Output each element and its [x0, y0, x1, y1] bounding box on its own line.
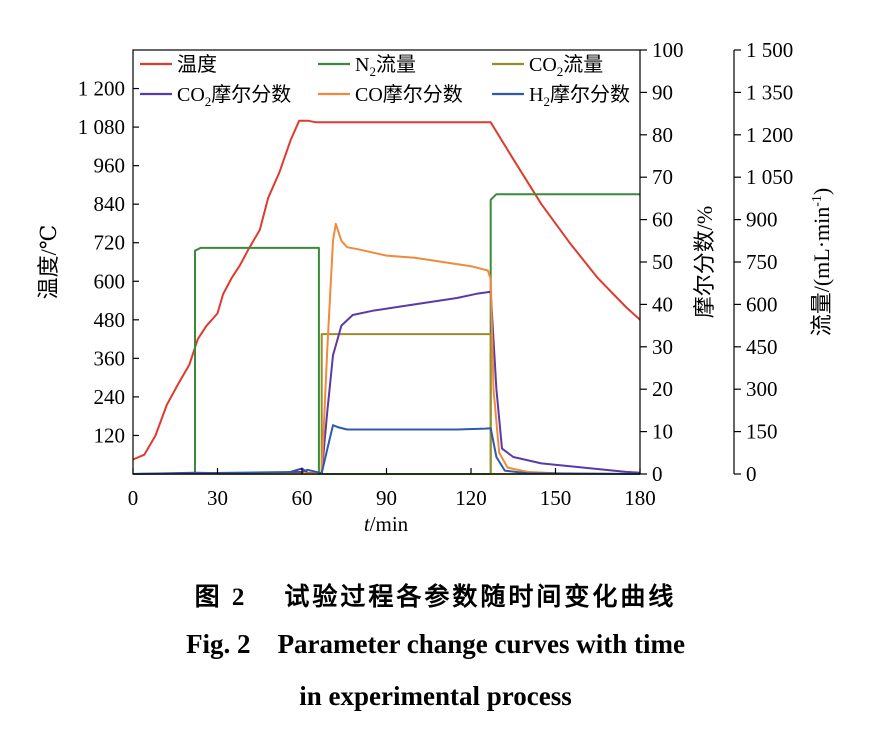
caption-english-line1: Fig. 2 Parameter change curves with time — [0, 629, 871, 660]
temp-tick-label-5: 720 — [94, 231, 126, 255]
mole-tick-label-0: 0 — [652, 462, 663, 486]
x-axis-title-unit: /min — [370, 512, 409, 536]
plot-frame — [132, 49, 641, 475]
series-line-4 — [132, 222, 641, 475]
temp-tick-label-1: 240 — [94, 385, 126, 409]
legend-label-0: 温度 — [177, 53, 217, 76]
x-axis-title: t/min — [364, 512, 409, 536]
mole-axis-title: 摩尔分数/% — [692, 206, 717, 318]
mole-tick-label-8: 80 — [652, 123, 673, 147]
legend-label-sub-3: 2 — [205, 94, 212, 109]
legend-label-4: CO摩尔分数 — [355, 83, 463, 106]
mole-tick-label-7: 70 — [652, 165, 673, 189]
temp-tick-label-3: 480 — [94, 308, 126, 332]
x-tick-label-4: 120 — [455, 486, 487, 510]
x-axis-title-var: t — [364, 512, 371, 536]
legend-label-tail-3: 摩尔分数 — [211, 83, 291, 106]
flow-axis-title: 流量/(mL·min-1) — [809, 188, 834, 337]
x-tick-label-6: 180 — [624, 486, 656, 510]
mole-tick-label-1: 10 — [652, 420, 673, 444]
legend-label-tail-1: 流量 — [376, 53, 416, 76]
temp-tick-label-0: 120 — [94, 423, 126, 447]
x-tick-label-3: 90 — [376, 486, 397, 510]
caption-en-text-line2: in experimental process — [299, 681, 572, 711]
series-line-5 — [132, 424, 641, 475]
flow-axis-title-sup: -1 — [810, 195, 825, 207]
legend-label-sub-1: 2 — [369, 64, 376, 79]
flow-axis-title-main: 流量/(mL·min — [809, 207, 834, 337]
chart-figure: 0 30 60 90 120 150 180120240360480600720840960… — [36, 38, 834, 536]
caption-chinese: 图 2 试验过程各参数随时间变化曲线 — [0, 577, 871, 613]
axes: 0 30 60 90 120 150 180120240360480600720840960… — [78, 38, 794, 510]
caption-zh-label: 图 2 — [194, 584, 248, 611]
flow-tick-label-4: 600 — [746, 292, 778, 316]
legend-label-1: N2流量 — [355, 53, 416, 79]
series-line-0 — [132, 119, 641, 461]
mole-tick-label-5: 50 — [652, 250, 673, 274]
legend-label-3: CO2摩尔分数 — [177, 83, 291, 109]
legend-label-5: H2摩尔分数 — [529, 83, 630, 109]
legend-label-tail-2: 流量 — [563, 53, 603, 76]
legend-label-base-3: CO — [177, 84, 205, 106]
mole-tick-label-6: 60 — [652, 208, 673, 232]
legend-label-base-5: H — [529, 84, 543, 106]
temp-tick-label-8: 1 080 — [78, 115, 125, 139]
temp-tick-label-9: 1 200 — [78, 77, 125, 101]
mole-tick-label-2: 20 — [652, 377, 673, 401]
legend-label-sub-2: 2 — [557, 64, 564, 79]
legend-label-base-4: CO摩尔分数 — [355, 83, 463, 106]
legend-label-base-2: CO — [529, 54, 557, 76]
x-tick-label-2: 60 — [292, 486, 313, 510]
caption-english-line2: in experimental process — [0, 681, 871, 712]
flow-tick-label-10: 1 500 — [746, 38, 793, 62]
flow-tick-label-7: 1 050 — [746, 165, 793, 189]
x-tick-label-5: 150 — [540, 486, 572, 510]
legend-label-base-0: 温度 — [177, 53, 217, 76]
legend-label-sub-5: 2 — [543, 94, 550, 109]
temp-tick-label-6: 840 — [94, 192, 126, 216]
mole-tick-label-9: 90 — [652, 80, 673, 104]
flow-tick-label-5: 750 — [746, 250, 778, 274]
legend-label-tail-5: 摩尔分数 — [550, 83, 630, 106]
x-tick-label-1: 30 — [207, 486, 228, 510]
mole-tick-label-3: 30 — [652, 335, 673, 359]
flow-tick-label-1: 150 — [746, 420, 778, 444]
mole-tick-label-4: 40 — [652, 292, 673, 316]
flow-tick-label-2: 300 — [746, 377, 778, 401]
caption-en-text-line1: Parameter change curves with time — [277, 629, 685, 659]
axis-titles: t/min 温度/℃ 摩尔分数/% 流量/(mL·min-1) — [36, 188, 834, 536]
flow-tick-label-8: 1 200 — [746, 123, 793, 147]
series-line-2 — [133, 333, 640, 475]
legend-label-base-1: N — [355, 54, 369, 76]
flow-axis-title-end: ) — [809, 188, 834, 195]
temp-tick-label-7: 960 — [94, 154, 126, 178]
legend-label-2: CO2流量 — [529, 53, 603, 79]
temp-tick-label-2: 360 — [94, 346, 126, 370]
caption-en-label: Fig. 2 — [186, 629, 251, 659]
x-tick-label-0: 0 — [128, 486, 139, 510]
caption-zh-text: 试验过程各参数随时间变化曲线 — [284, 584, 677, 611]
series-line-3 — [132, 290, 641, 475]
plot-lines — [132, 119, 641, 475]
temp-axis-title: 温度/℃ — [36, 225, 61, 300]
flow-tick-label-0: 0 — [746, 462, 757, 486]
flow-tick-label-9: 1 350 — [746, 80, 793, 104]
series-line-1 — [133, 193, 640, 475]
mole-tick-label-10: 100 — [652, 38, 684, 62]
flow-tick-label-6: 900 — [746, 208, 778, 232]
flow-tick-label-3: 450 — [746, 335, 778, 359]
temp-tick-label-4: 600 — [94, 269, 126, 293]
